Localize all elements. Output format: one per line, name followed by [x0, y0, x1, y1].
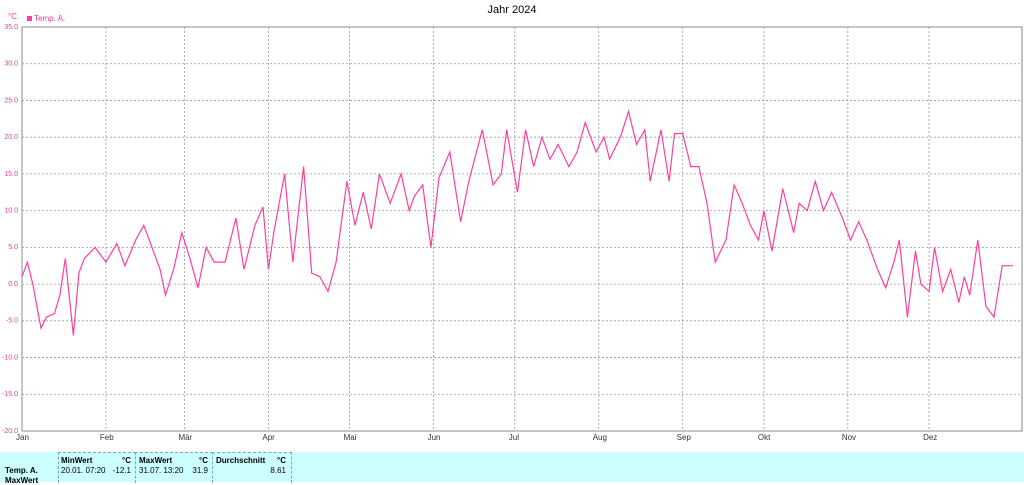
y-tick-label: -20.0 — [2, 428, 18, 435]
cell-text: 31.9 — [192, 466, 208, 475]
header: MaxWert — [139, 456, 173, 465]
y-tick-label: -10.0 — [2, 354, 18, 361]
y-tick-label: 15.0 — [4, 171, 18, 178]
legend-label: Temp. A. — [34, 14, 65, 23]
stats-table: MinWert °C MaxWert °C Durchschnitt °C Te… — [0, 452, 1024, 485]
x-tick-label: Jun — [428, 433, 441, 442]
x-tick-label: Jul — [509, 433, 519, 442]
chart-title: Jahr 2024 — [488, 4, 537, 16]
y-tick-label: 30.0 — [4, 61, 18, 68]
y-tick-label: -5.0 — [6, 318, 18, 325]
cell — [135, 452, 213, 483]
y-tick-label: 0.0 — [8, 281, 18, 288]
cell — [212, 452, 292, 483]
x-tick-label: Mär — [178, 433, 192, 442]
cell-text: 31.07. 13:20 — [139, 466, 184, 475]
y-tick-label: 35.0 — [4, 24, 18, 31]
row-label: Temp. A. — [5, 466, 38, 475]
chart: Jahr 2024 °C 35.0 30.0 25.0 20.0 15.0 10.0 5.0… — [2, 4, 1023, 442]
y-tick-label: 20.0 — [4, 134, 18, 141]
data-line — [21, 109, 1013, 336]
y-tick-label: 10.0 — [4, 207, 18, 214]
header: °C — [122, 456, 131, 465]
cell — [58, 452, 136, 483]
header: °C — [199, 456, 208, 465]
x-tick-label: Sep — [677, 433, 692, 442]
x-tick-label: Nov — [842, 433, 856, 442]
x-tick-label: Mai — [344, 433, 357, 442]
y-unit: °C — [8, 12, 17, 21]
x-tick-label: Aug — [593, 433, 607, 442]
header: MinWert — [61, 456, 93, 465]
cell-text: 8.61 — [270, 466, 286, 475]
header: °C — [277, 456, 286, 465]
x-tick-label: Jan — [16, 433, 29, 442]
y-tick-label: 25.0 — [4, 97, 18, 104]
x-tick-label: Dez — [923, 433, 937, 442]
plot-frame — [21, 26, 1023, 432]
y-tick-label: -15.0 — [2, 391, 18, 398]
y-tick-label: 5.0 — [8, 244, 18, 251]
cell-text: 20.01. 07:20 — [61, 466, 106, 475]
x-tick-label: Feb — [100, 433, 114, 442]
x-tick-label: Apr — [262, 433, 275, 442]
legend-swatch — [27, 16, 32, 21]
row-label: MaxWert — [5, 476, 39, 485]
x-tick-label: Okt — [758, 433, 771, 442]
header: Durchschnitt — [216, 456, 266, 465]
cell-text: -12.1 — [112, 466, 131, 475]
